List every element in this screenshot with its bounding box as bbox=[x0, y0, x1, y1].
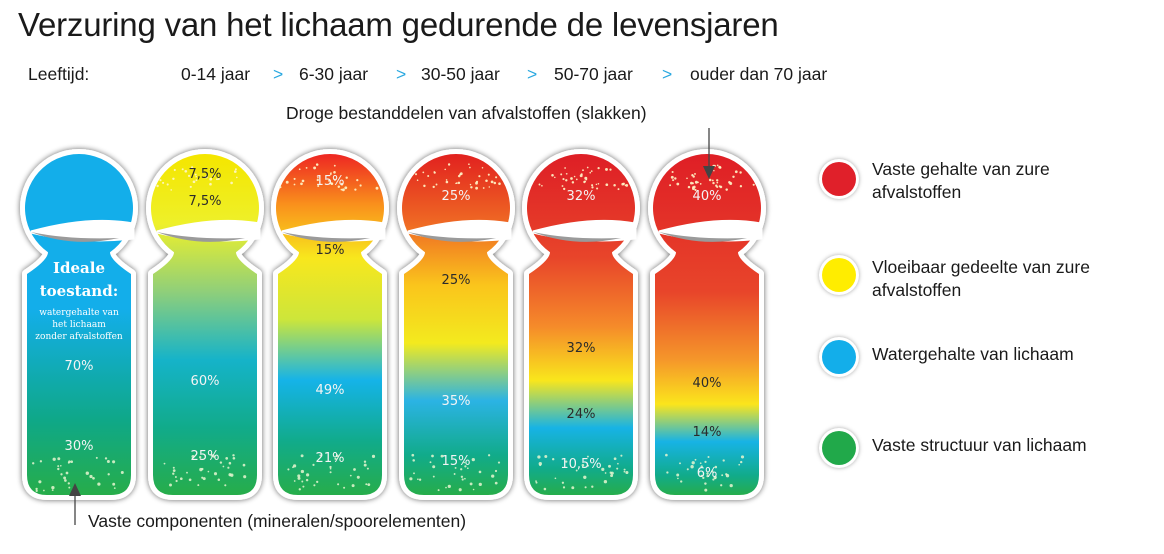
percent-label: 7,5% bbox=[188, 167, 221, 182]
percent-label: 70% bbox=[65, 359, 94, 374]
ideal-state-text: zonder afvalstoffen bbox=[35, 332, 123, 342]
annotation-arrows bbox=[69, 128, 715, 525]
body-figure-2: 7,5% 7,5% 60% 25% bbox=[146, 149, 264, 500]
body-fill bbox=[402, 154, 510, 495]
legend-line: afvalstoffen bbox=[872, 280, 962, 300]
percent-label: 24% bbox=[567, 407, 596, 422]
percent-label: 32% bbox=[567, 341, 596, 356]
mouth-shadow bbox=[408, 232, 496, 242]
percent-label: 32% bbox=[567, 189, 596, 204]
mineral-speckles bbox=[279, 163, 379, 491]
percent-label: 21% bbox=[316, 451, 345, 466]
percent-label: 60% bbox=[191, 374, 220, 389]
age-group-3: 30-50 jaar bbox=[421, 64, 500, 84]
legend-line: Vaste structuur van lichaam bbox=[872, 435, 1087, 455]
legend-text: Vaste structuur van lichaam bbox=[872, 434, 1087, 457]
percent-label: 15% bbox=[442, 454, 471, 469]
body-figure-1: 70% 30% Ideale toestand: watergehalte van het… bbox=[20, 149, 138, 500]
mouth-shadow bbox=[282, 232, 370, 242]
ideal-state-text: het lichaam bbox=[52, 320, 106, 330]
body-fill bbox=[653, 154, 761, 495]
mineral-speckles bbox=[665, 164, 755, 492]
body-figure-4: 25% 25% 35% 15% bbox=[397, 149, 515, 500]
age-group-5: ouder dan 70 jaar bbox=[690, 64, 828, 84]
body-figure-6: 40% 40% 14% 6% bbox=[648, 149, 766, 500]
mineral-speckles bbox=[32, 456, 124, 493]
percent-label: 25% bbox=[442, 189, 471, 204]
percent-label: 25% bbox=[191, 449, 220, 464]
legend-red-dot bbox=[822, 162, 856, 196]
body-fill bbox=[527, 154, 635, 495]
legend-line: Vloeibaar gedeelte van zure bbox=[872, 257, 1090, 277]
age-group-2: 6-30 jaar bbox=[299, 64, 369, 84]
percent-label: 40% bbox=[693, 189, 722, 204]
age-group-1: 0-14 jaar bbox=[181, 64, 251, 84]
age-separator-4: > bbox=[662, 64, 673, 84]
figures-group: 70% 30% Ideale toestand: watergehalte van het… bbox=[20, 149, 766, 500]
mineral-annotation: Vaste componenten (mineralen/spoorelemen… bbox=[88, 511, 467, 531]
legend-yellow-dot bbox=[822, 258, 856, 292]
legend-text: Watergehalte van lichaam bbox=[872, 343, 1074, 366]
mineral-speckles bbox=[409, 163, 501, 492]
body-figure-5: 32% 32% 24% 10,5% bbox=[522, 149, 640, 500]
legend-blue-dot bbox=[822, 340, 856, 374]
legend-green-dot bbox=[822, 431, 856, 465]
age-row: Leeftijd: 0-14 jaar > 6-30 jaar > 30-50 … bbox=[0, 64, 900, 90]
legend-line: Vaste gehalte van zure bbox=[872, 159, 1050, 179]
percent-label: 49% bbox=[316, 383, 345, 398]
percent-label: 7,5% bbox=[188, 194, 221, 209]
mouth-shadow bbox=[533, 232, 621, 242]
slag-annotation: Droge bestanddelen van afvalstoffen (sla… bbox=[286, 103, 647, 123]
legend-text: Vloeibaar gedeelte van zure afvalstoffen bbox=[872, 256, 1090, 302]
slag-arrow-head bbox=[703, 166, 715, 179]
percent-label: 15% bbox=[316, 243, 345, 258]
age-label: Leeftijd: bbox=[28, 64, 90, 84]
percent-label: 14% bbox=[693, 425, 722, 440]
percent-label: 25% bbox=[442, 273, 471, 288]
age-separator-2: > bbox=[396, 64, 407, 84]
age-group-4: 50-70 jaar bbox=[554, 64, 633, 84]
mineral-speckles bbox=[156, 166, 247, 487]
ideal-state-text: toestand: bbox=[40, 282, 119, 300]
page-title: Verzuring van het lichaam gedurende de l… bbox=[18, 6, 779, 43]
age-separator-3: > bbox=[527, 64, 538, 84]
legend-line: Watergehalte van lichaam bbox=[872, 344, 1074, 364]
mouth-shadow bbox=[659, 232, 747, 242]
percent-label: 35% bbox=[442, 394, 471, 409]
percent-label: 30% bbox=[65, 439, 94, 454]
mouth-shadow bbox=[157, 232, 245, 242]
ideal-state-text: watergehalte van bbox=[39, 308, 119, 318]
body-figure-3: 15% 15% 49% 21% bbox=[271, 149, 389, 500]
legend-line: afvalstoffen bbox=[872, 182, 962, 202]
body-fill bbox=[276, 154, 385, 495]
ideal-state-text: Ideale bbox=[53, 259, 105, 277]
percent-label: 10,5% bbox=[560, 457, 601, 472]
mouth-shadow bbox=[31, 232, 119, 242]
mineral-speckles bbox=[535, 166, 629, 491]
percent-label: 6% bbox=[697, 466, 718, 481]
age-separator-1: > bbox=[273, 64, 284, 84]
mineral-arrow-head bbox=[69, 483, 81, 496]
percent-label: 40% bbox=[693, 376, 722, 391]
percent-label: 15% bbox=[316, 174, 345, 189]
legend-text: Vaste gehalte van zure afvalstoffen bbox=[872, 158, 1050, 204]
